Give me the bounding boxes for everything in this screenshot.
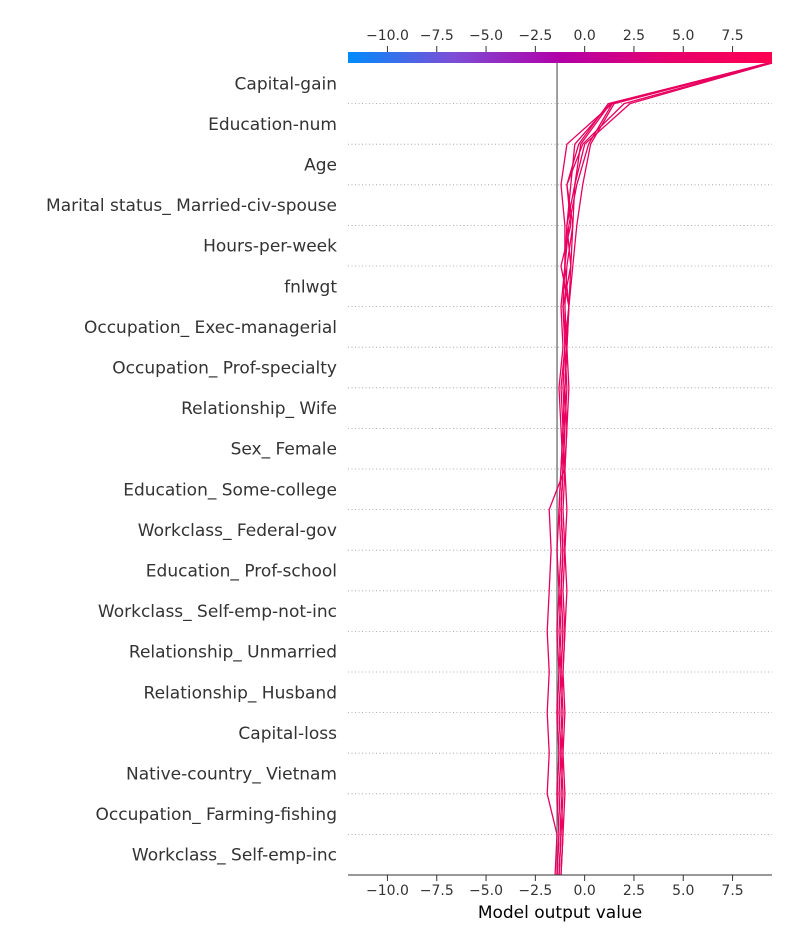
top-tick-label: 2.5 (623, 28, 645, 44)
bottom-tick-label: 2.5 (623, 883, 645, 899)
top-axis-ticks: −10.0 −7.5 −5.0 −2.5 0.0 2.5 5.0 7.5 (366, 28, 744, 52)
top-tick-label: −5.0 (469, 28, 503, 44)
decision-path (558, 62, 773, 876)
top-tick-label: −10.0 (366, 28, 409, 44)
feature-label: Sex_ Female (231, 440, 337, 460)
top-tick-label: 5.0 (672, 28, 694, 44)
feature-label: Capital-loss (238, 724, 337, 744)
bottom-tick-label: −10.0 (366, 883, 409, 899)
bottom-tick-label: 0.0 (574, 883, 596, 899)
feature-label: Occupation_ Prof-specialty (112, 359, 337, 379)
feature-label: Occupation_ Exec-managerial (84, 318, 337, 338)
bottom-tick-label: 5.0 (672, 883, 694, 899)
bottom-axis-ticks: −10.0 −7.5 −5.0 −2.5 0.0 2.5 5.0 7.5 (366, 875, 744, 899)
x-axis-label: Model output value (478, 903, 642, 923)
top-tick-label: 7.5 (721, 28, 743, 44)
decision-path (546, 62, 771, 876)
bottom-tick-label: −5.0 (469, 883, 503, 899)
feature-label: Education_ Some-college (123, 480, 337, 500)
feature-label: Workclass_ Self-emp-not-inc (98, 602, 337, 622)
feature-label: Education-num (208, 115, 337, 135)
feature-label: Occupation_ Farming-fishing (96, 805, 337, 825)
feature-label: Relationship_ Wife (181, 399, 337, 419)
feature-label: Workclass_ Federal-gov (138, 521, 337, 541)
feature-label: Workclass_ Self-emp-inc (132, 846, 337, 866)
top-tick-label: 0.0 (574, 28, 596, 44)
top-tick-label: −7.5 (420, 28, 454, 44)
decision-paths (546, 62, 773, 876)
row-gridlines (348, 103, 772, 876)
decision-path (556, 62, 773, 876)
feature-label: Native-country_ Vietnam (126, 765, 337, 785)
top-tick-label: −2.5 (518, 28, 552, 44)
colorbar (348, 52, 772, 63)
decision-path (556, 62, 773, 876)
feature-labels: Capital-gain Education-num Age Marital stat… (46, 74, 337, 865)
feature-label: fnlwgt (284, 277, 337, 297)
feature-label: Marital status_ Married-civ-spouse (46, 196, 337, 216)
feature-label: Hours-per-week (203, 237, 337, 257)
bottom-tick-label: −2.5 (518, 883, 552, 899)
bottom-tick-label: 7.5 (721, 883, 743, 899)
feature-label: Education_ Prof-school (146, 562, 337, 582)
feature-label: Relationship_ Unmarried (129, 643, 337, 663)
feature-label: Capital-gain (235, 74, 337, 94)
bottom-tick-label: −7.5 (420, 883, 454, 899)
decision-path (560, 62, 771, 876)
feature-label: Age (304, 156, 337, 176)
feature-label: Relationship_ Husband (144, 683, 337, 703)
